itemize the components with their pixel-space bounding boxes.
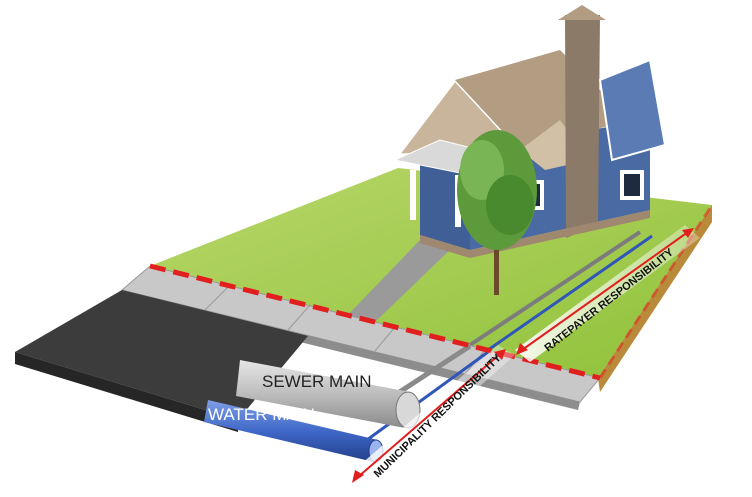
sidewalk-joint	[287, 304, 311, 331]
sewer-lateral	[468, 230, 642, 347]
municipality-arrow	[357, 353, 501, 478]
sewer-connector	[393, 343, 472, 398]
sewer-main-label: SEWER MAIN	[262, 372, 372, 391]
property-line	[149, 263, 601, 381]
water-main-label: WATER MAIN	[208, 405, 315, 424]
arrow-head	[516, 343, 528, 355]
water-main-pipe	[204, 400, 378, 462]
sidewalk-joint	[204, 284, 231, 311]
road-edge	[15, 352, 238, 432]
arrow-head	[494, 349, 506, 360]
gravel-path	[345, 240, 455, 322]
water-service	[487, 234, 653, 352]
road	[15, 290, 308, 420]
sidewalk-joint	[374, 326, 396, 352]
ratepayer-arrow	[521, 231, 689, 351]
tree	[457, 130, 537, 295]
arrow-head	[352, 470, 364, 483]
property-line-side	[598, 204, 714, 379]
sewer-main-pipe	[236, 360, 410, 428]
ratepayer-band	[515, 225, 700, 362]
arrow-head	[682, 228, 694, 238]
water-connector	[359, 350, 489, 447]
